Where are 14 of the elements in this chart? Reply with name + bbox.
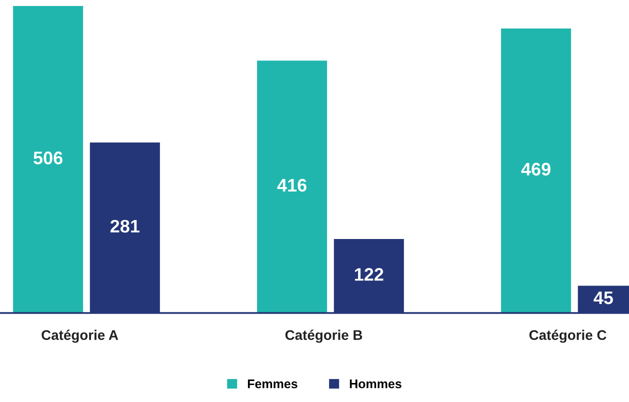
data-label: 281 xyxy=(110,220,140,233)
legend-label: Femmes xyxy=(248,380,298,388)
data-label: 45 xyxy=(594,292,613,304)
data-label: 416 xyxy=(277,178,306,192)
bar xyxy=(257,60,328,313)
x-tick-label: Catégorie B xyxy=(285,330,362,343)
data-label: 506 xyxy=(34,152,62,164)
bar xyxy=(501,28,572,313)
x-tick-label: Catégorie A xyxy=(42,330,118,343)
data-label: 469 xyxy=(521,162,550,176)
data-label: 122 xyxy=(354,268,384,281)
x-tick-label: Catégorie C xyxy=(529,330,606,343)
legend-label: Hommes xyxy=(350,380,402,388)
bar xyxy=(13,6,84,313)
